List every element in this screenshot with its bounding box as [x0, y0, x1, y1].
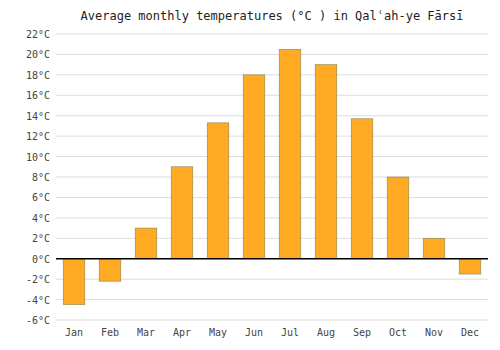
bar [351, 119, 373, 259]
zero-line [56, 258, 488, 260]
y-tick-label: 8°C [32, 172, 50, 183]
x-tick-label: Oct [389, 327, 407, 338]
y-tick-label: 16°C [26, 90, 50, 101]
bar [135, 228, 157, 259]
grid-line [56, 156, 488, 157]
x-tick-label: May [209, 327, 227, 338]
x-ticks: Jan Feb Mar Apr May Jun Jul Aug Sep Oct Nov Dec [65, 327, 479, 338]
y-tick-label: -6°C [26, 315, 50, 326]
y-tick-label: 4°C [32, 213, 50, 224]
grid-line [56, 197, 488, 198]
grid-line [56, 320, 488, 321]
grid-line [56, 299, 488, 300]
bar [63, 259, 85, 305]
bar [99, 259, 121, 281]
y-tick-label: 12°C [26, 131, 50, 142]
y-tick-label: 0°C [32, 254, 50, 265]
grid-line [56, 95, 488, 96]
x-tick-label: Jan [65, 327, 83, 338]
grid-line [56, 217, 488, 218]
y-tick-label: -4°C [26, 295, 50, 306]
grid-line [56, 258, 488, 259]
y-tick-label: 18°C [26, 70, 50, 81]
x-tick-label: Mar [137, 327, 155, 338]
grid-line [56, 74, 488, 75]
x-tick-label: Aug [317, 327, 335, 338]
bar [315, 65, 337, 259]
x-tick-label: Jul [281, 327, 299, 338]
chart-container: Average monthly temperatures (°C ) in Qa… [0, 0, 500, 350]
y-tick-label: 2°C [32, 233, 50, 244]
y-tick-label: 20°C [26, 49, 50, 60]
title: Average monthly temperatures (°C ) in Qa… [81, 9, 464, 23]
x-tick-label: Nov [425, 327, 443, 338]
y-tick-label: 22°C [26, 29, 50, 40]
bar [387, 177, 409, 259]
bar [171, 167, 193, 259]
bars [63, 49, 481, 304]
y-tick-label: -2°C [26, 274, 50, 285]
grid-line [56, 34, 488, 35]
bar [423, 238, 445, 258]
chart: Average monthly temperatures (°C ) in Qa… [0, 0, 500, 350]
y-tick-label: 6°C [32, 192, 50, 203]
x-tick-label: Sep [353, 327, 371, 338]
grid-line [56, 54, 488, 55]
y-tick-label: 14°C [26, 111, 50, 122]
grid [56, 34, 488, 320]
y-tick-label: 10°C [26, 152, 50, 163]
x-tick-label: Apr [173, 327, 191, 338]
y-ticks: -6°C -4°C -2°C 0°C 2°C 4°C 6°C 8°C 10°C 12°C 14°C 1… [26, 29, 50, 326]
bar [243, 75, 265, 259]
x-tick-label: Dec [461, 327, 479, 338]
grid-line [56, 177, 488, 178]
grid-line [56, 115, 488, 116]
x-tick-label: Feb [101, 327, 119, 338]
bar [279, 49, 301, 258]
grid-line [56, 136, 488, 137]
x-tick-label: Jun [245, 327, 263, 338]
bar [459, 259, 481, 274]
bar [207, 123, 229, 259]
